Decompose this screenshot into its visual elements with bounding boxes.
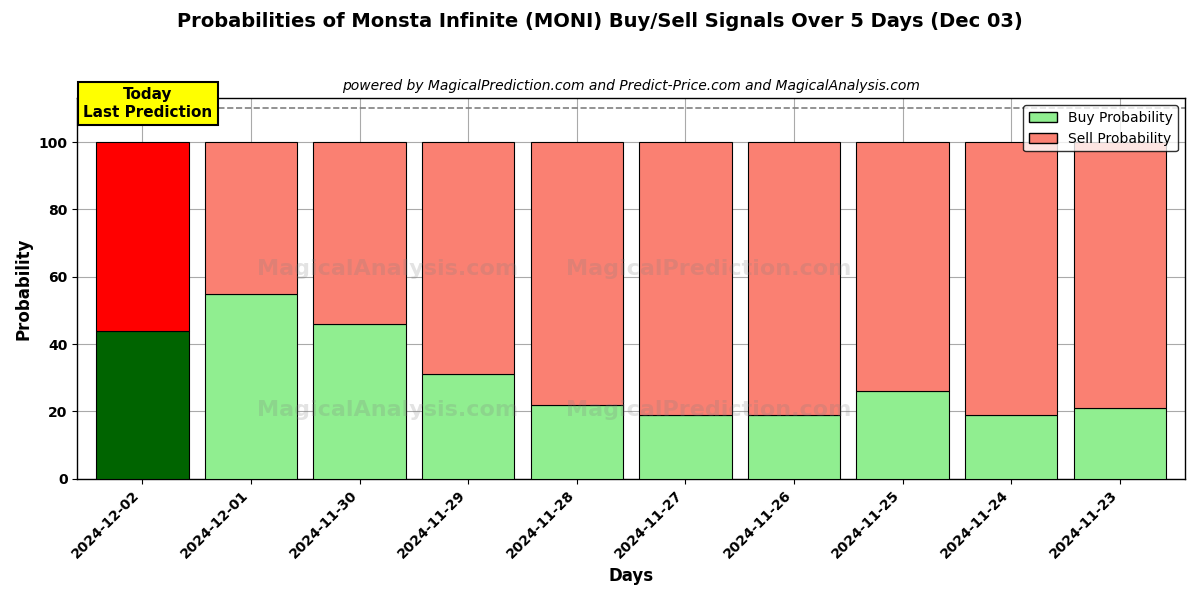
Bar bbox=[748, 415, 840, 479]
Title: powered by MagicalPrediction.com and Predict-Price.com and MagicalAnalysis.com: powered by MagicalPrediction.com and Pre… bbox=[342, 79, 920, 93]
Bar bbox=[748, 142, 840, 415]
Text: Probabilities of Monsta Infinite (MONI) Buy/Sell Signals Over 5 Days (Dec 03): Probabilities of Monsta Infinite (MONI) … bbox=[178, 12, 1022, 31]
Bar bbox=[965, 415, 1057, 479]
Bar bbox=[1074, 408, 1166, 479]
Text: Today
Last Prediction: Today Last Prediction bbox=[83, 87, 212, 119]
Bar bbox=[205, 142, 298, 293]
Bar bbox=[422, 374, 515, 479]
Bar bbox=[96, 142, 188, 331]
Bar bbox=[313, 324, 406, 479]
Bar bbox=[1074, 142, 1166, 408]
Bar bbox=[640, 415, 732, 479]
Bar bbox=[857, 391, 949, 479]
X-axis label: Days: Days bbox=[608, 567, 654, 585]
Text: MagicalAnalysis.com: MagicalAnalysis.com bbox=[257, 400, 518, 420]
Text: MagicalPrediction.com: MagicalPrediction.com bbox=[566, 259, 851, 280]
Bar bbox=[640, 142, 732, 415]
Bar bbox=[530, 404, 623, 479]
Bar bbox=[313, 142, 406, 324]
Y-axis label: Probability: Probability bbox=[14, 237, 32, 340]
Bar bbox=[422, 142, 515, 374]
Text: MagicalPrediction.com: MagicalPrediction.com bbox=[566, 400, 851, 420]
Bar bbox=[857, 142, 949, 391]
Text: MagicalAnalysis.com: MagicalAnalysis.com bbox=[257, 259, 518, 280]
Bar bbox=[205, 293, 298, 479]
Legend: Buy Probability, Sell Probability: Buy Probability, Sell Probability bbox=[1024, 105, 1178, 151]
Bar bbox=[965, 142, 1057, 415]
Bar bbox=[530, 142, 623, 404]
Bar bbox=[96, 331, 188, 479]
